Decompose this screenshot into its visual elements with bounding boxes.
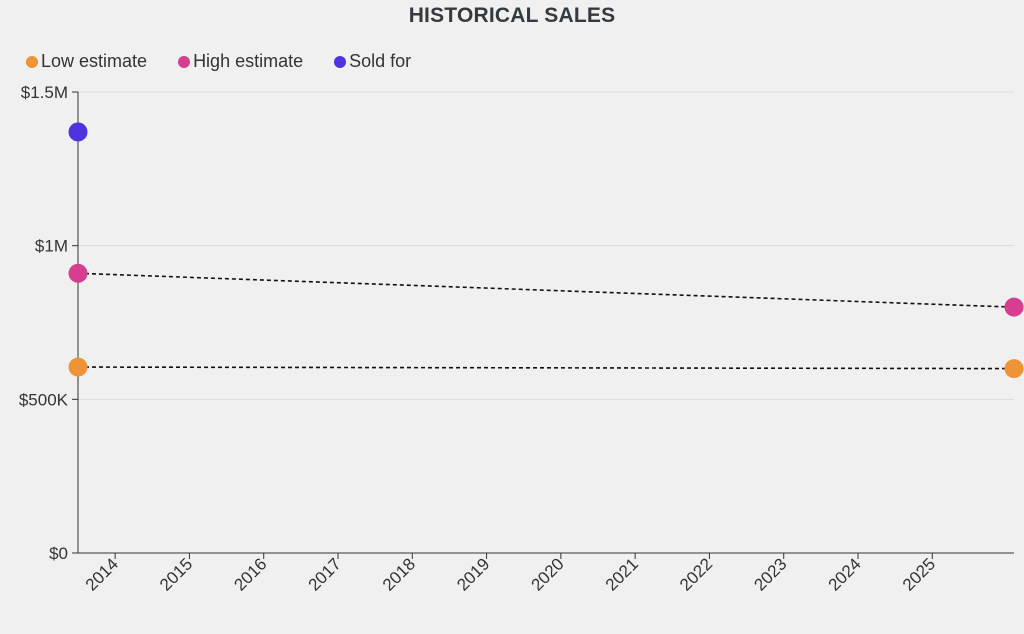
data-point-high-estimate — [1004, 297, 1024, 317]
x-tick-label: 2025 — [899, 554, 939, 594]
legend-item-sold-for[interactable]: Sold for — [334, 51, 411, 72]
x-tick-label: 2023 — [750, 554, 790, 594]
x-tick-label: 2021 — [602, 554, 642, 594]
data-point-low-estimate — [1004, 359, 1024, 379]
x-tick-label: 2020 — [528, 554, 568, 594]
chart-title: HISTORICAL SALES — [408, 4, 616, 27]
x-tick-label: 2017 — [305, 554, 345, 594]
y-tick-label: $0 — [49, 544, 68, 563]
x-tick-label: 2014 — [82, 554, 122, 594]
legend-label-low-estimate: Low estimate — [41, 51, 148, 71]
series-line-low-estimate — [77, 366, 1015, 370]
data-point-low-estimate — [68, 357, 88, 377]
legend-label-sold-for: Sold for — [349, 51, 412, 71]
series-line-high-estimate — [77, 272, 1015, 308]
legend-label-high-estimate: High estimate — [193, 51, 304, 71]
x-tick-label: 2018 — [379, 554, 419, 594]
x-tick-label: 2022 — [676, 554, 716, 594]
legend-dot-sold-for — [334, 55, 347, 68]
x-tick-label: 2019 — [453, 554, 493, 594]
y-tick-label: $500K — [19, 390, 69, 409]
data-point-high-estimate — [68, 263, 88, 283]
legend-dot-high-estimate — [178, 55, 191, 68]
legend-dot-low-estimate — [26, 55, 38, 68]
x-tick-label: 2015 — [156, 554, 196, 594]
legend-item-high-estimate[interactable]: High estimate — [178, 51, 303, 72]
y-tick-label: $1M — [35, 237, 68, 256]
legend-item-low-estimate[interactable]: Low estimate — [26, 51, 147, 72]
data-point-sold-for — [68, 122, 88, 142]
y-tick-label: $1.5M — [21, 83, 68, 102]
chart-legend: Low estimate High estimate Sold for — [26, 51, 442, 72]
x-tick-label: 2024 — [825, 554, 865, 594]
x-tick-label: 2016 — [230, 554, 270, 594]
